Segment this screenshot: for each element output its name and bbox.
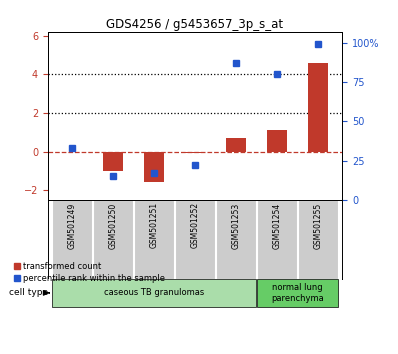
Bar [257,200,297,279]
Text: GSM501249: GSM501249 [68,202,77,249]
Text: GSM501255: GSM501255 [313,202,322,249]
Text: GSM501251: GSM501251 [150,202,159,249]
Bar [52,279,256,307]
Bar [144,152,164,182]
Bar [103,152,123,171]
Bar [216,200,256,279]
Bar [298,200,338,279]
Text: normal lung
parenchyma: normal lung parenchyma [271,283,324,303]
Bar [267,130,287,152]
Text: GSM501253: GSM501253 [231,202,240,249]
Bar [93,200,133,279]
Text: GSM501250: GSM501250 [109,202,118,249]
Legend: transformed count, percentile rank within the sample: transformed count, percentile rank withi… [14,262,165,283]
Bar [175,200,215,279]
Text: caseous TB granulomas: caseous TB granulomas [104,289,204,297]
Bar [185,152,205,153]
Text: GSM501252: GSM501252 [191,202,199,249]
Bar [52,200,92,279]
Title: GDS4256 / g5453657_3p_s_at: GDS4256 / g5453657_3p_s_at [106,18,284,31]
Bar [134,200,174,279]
Text: cell type: cell type [10,289,49,297]
Bar [308,63,328,152]
Bar [226,138,246,152]
Text: GSM501254: GSM501254 [272,202,281,249]
Bar [257,279,338,307]
